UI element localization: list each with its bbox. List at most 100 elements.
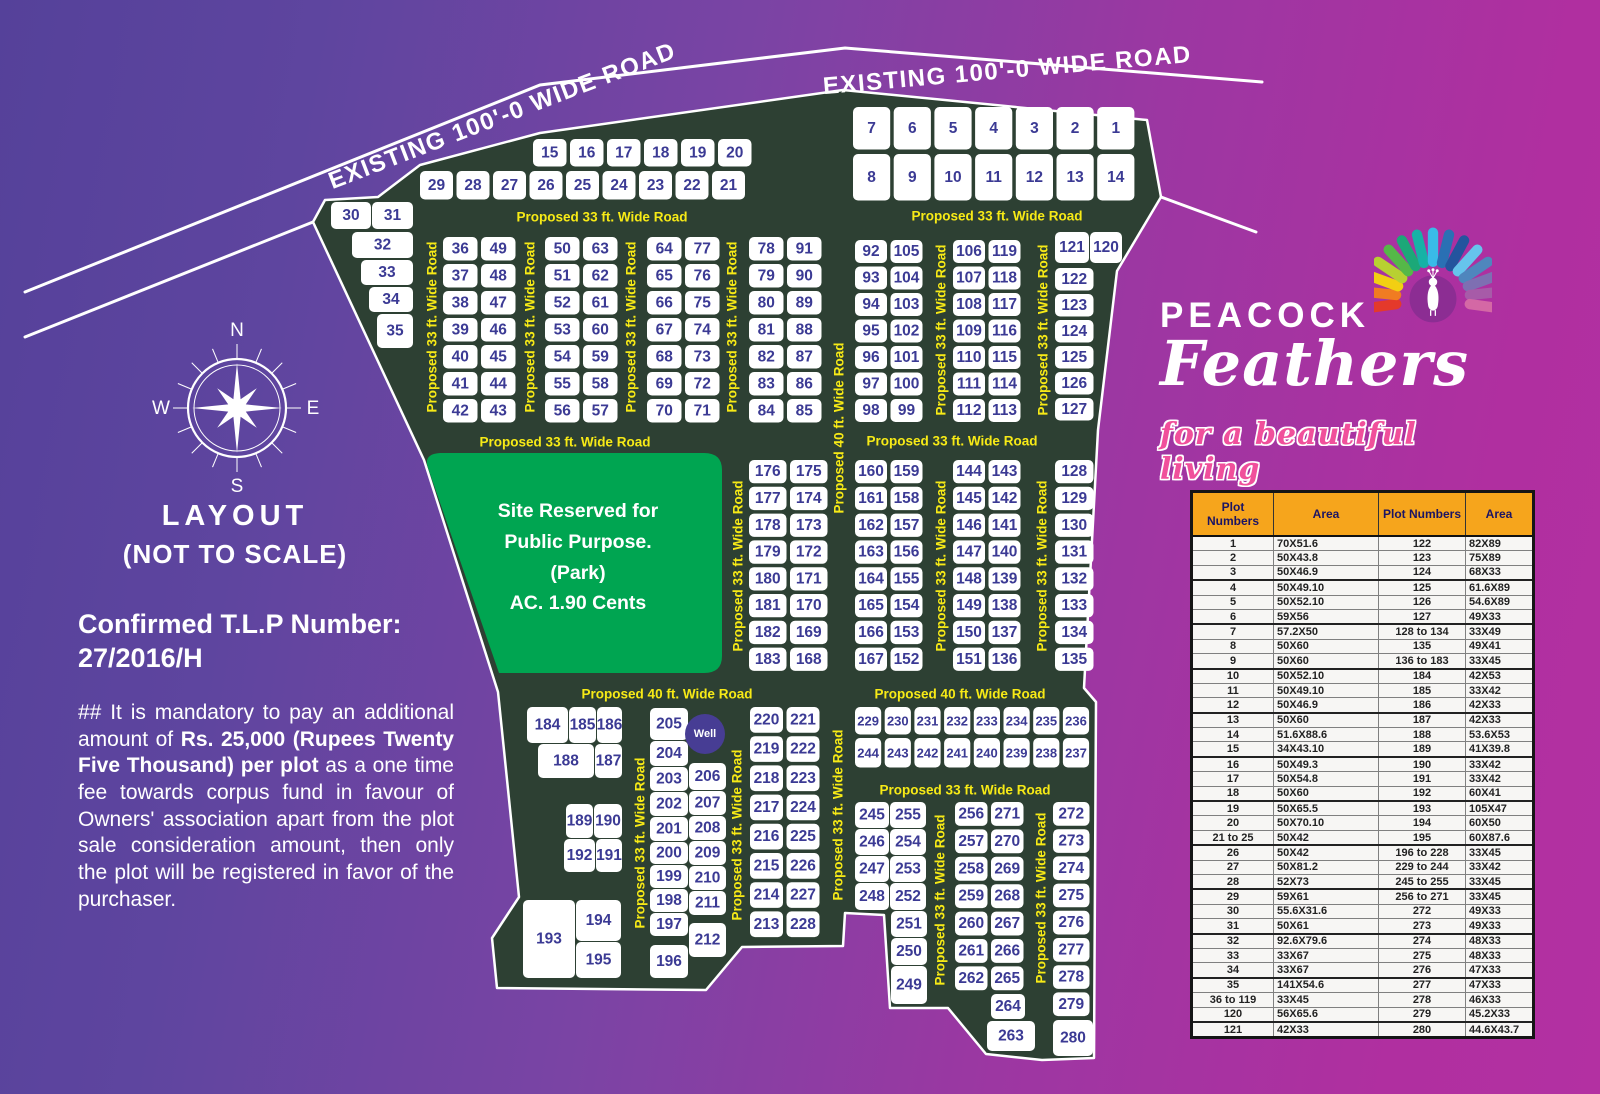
area-cell: 33X42: [1465, 859, 1534, 875]
plot-number-cell: 1: [1191, 535, 1274, 552]
plot-60: [583, 318, 618, 342]
table-row: 28 52X73 245 to 255 33X45: [1191, 873, 1534, 891]
plot-198: [650, 889, 688, 912]
table-row: 33 33X67 275 48X33: [1191, 947, 1534, 964]
table-row: 5 50X52.10 126 54.6X89: [1191, 594, 1534, 610]
plot-186: [597, 707, 622, 743]
plot-number-201: 201: [656, 821, 682, 838]
peacock-feather-1: [1362, 298, 1402, 314]
table-row: 31 50X61 273 49X33: [1191, 918, 1534, 935]
plot-24: [602, 171, 636, 200]
plot-161: [855, 486, 887, 511]
plot-number-187: 187: [596, 753, 622, 770]
plot-93: [855, 266, 887, 290]
plot-number-279: 279: [1058, 996, 1084, 1013]
plot-52: [545, 291, 580, 315]
plot-number-72: 72: [694, 375, 711, 392]
plot-number-cell: 185: [1378, 682, 1466, 699]
plot-77: [685, 237, 720, 261]
plot-194: [576, 900, 621, 941]
table-row: 12 50X46.9 186 42X33: [1191, 697, 1534, 714]
plot-number-27: 27: [501, 177, 518, 194]
plot-2: [1056, 107, 1094, 150]
plot-205: [650, 708, 688, 740]
plot-number-28: 28: [464, 177, 482, 194]
plot-number-243: 243: [887, 745, 909, 760]
area-cell: 75X89: [1465, 550, 1534, 566]
plot-174: [790, 486, 828, 511]
plot-11: [975, 154, 1013, 201]
plot-87: [787, 345, 822, 369]
table-row: 30 55.6X31.6 272 49X33: [1191, 903, 1534, 920]
plot-40: [443, 345, 478, 369]
plot-number-cell: 186: [1378, 697, 1466, 714]
plot-29: [420, 171, 453, 200]
plot-number-141: 141: [992, 517, 1018, 534]
plot-number-56: 56: [554, 402, 572, 419]
plot-number-cell: 12: [1191, 697, 1274, 714]
plot-number-73: 73: [694, 348, 712, 365]
plot-number-143: 143: [992, 463, 1018, 480]
plot-number-35: 35: [386, 323, 404, 340]
plot-number-30: 30: [342, 207, 359, 224]
plot-number-94: 94: [862, 296, 880, 313]
plot-number-142: 142: [992, 490, 1018, 507]
area-cell: 50X49.3: [1273, 756, 1379, 773]
plot-255: [890, 802, 926, 828]
plot-197: [650, 913, 688, 936]
plot-number-247: 247: [859, 861, 885, 878]
plot-number-184: 184: [535, 717, 561, 734]
plot-number-12: 12: [1026, 169, 1043, 186]
plot-131: [1055, 540, 1094, 564]
plot-105: [890, 240, 923, 263]
area-cell: 55.6X31.6: [1273, 903, 1379, 920]
plot-number-cell: 135: [1378, 638, 1466, 655]
plot-183: [749, 647, 787, 671]
plot-45: [481, 345, 516, 369]
plot-number-128: 128: [1061, 463, 1087, 480]
plot-number-16: 16: [578, 144, 596, 161]
area-cell: 53.6X53: [1465, 727, 1534, 743]
plot-62: [583, 264, 618, 288]
park-label-line3: (Park): [550, 562, 605, 584]
plot-145: [953, 486, 985, 511]
plot-number-100: 100: [894, 376, 920, 393]
table-row: 18 50X60 192 60X41: [1191, 785, 1534, 803]
plot-number-cell: 7: [1191, 623, 1274, 640]
plot-number-cell: 32: [1191, 933, 1274, 949]
peacock-feather-8: [1427, 227, 1439, 267]
area-cell: 49X33: [1465, 608, 1534, 626]
area-cell: 47X33: [1465, 977, 1534, 994]
plot-187: [595, 744, 622, 778]
layout-title-line2: (NOT TO SCALE): [122, 539, 348, 569]
plot-241: [944, 738, 971, 768]
plot-number-241: 241: [946, 745, 968, 760]
plot-number-127: 127: [1061, 401, 1087, 418]
plot-254: [890, 829, 926, 855]
plot-number-203: 203: [656, 771, 682, 788]
plot-28: [456, 171, 490, 200]
area-cell: 50X52.10: [1273, 594, 1379, 610]
plot-85: [787, 399, 822, 423]
plot-number-cell: 187: [1378, 712, 1466, 729]
table-header-2: Area: [1273, 491, 1379, 537]
plot-number-194: 194: [586, 912, 612, 929]
compass-west-label: W: [152, 398, 170, 419]
plot-number-124: 124: [1061, 323, 1087, 340]
plot-number-101: 101: [894, 349, 920, 366]
plot-number-140: 140: [992, 544, 1018, 561]
plot-number-78: 78: [758, 240, 776, 257]
plot-number-cell: 3: [1191, 564, 1274, 582]
plot-18: [644, 139, 678, 167]
plot-number-206: 206: [695, 768, 721, 785]
plot-76: [685, 264, 720, 288]
area-cell: 49X33: [1465, 918, 1534, 935]
plot-number-54: 54: [554, 348, 572, 365]
plot-number-32: 32: [374, 237, 391, 254]
plot-number-69: 69: [656, 375, 674, 392]
area-cell: 42X53: [1465, 668, 1534, 684]
plot-185: [569, 707, 596, 743]
plot-number-145: 145: [956, 490, 982, 507]
plot-number-cell: 196 to 228: [1378, 844, 1466, 861]
plot-number-118: 118: [992, 270, 1017, 287]
